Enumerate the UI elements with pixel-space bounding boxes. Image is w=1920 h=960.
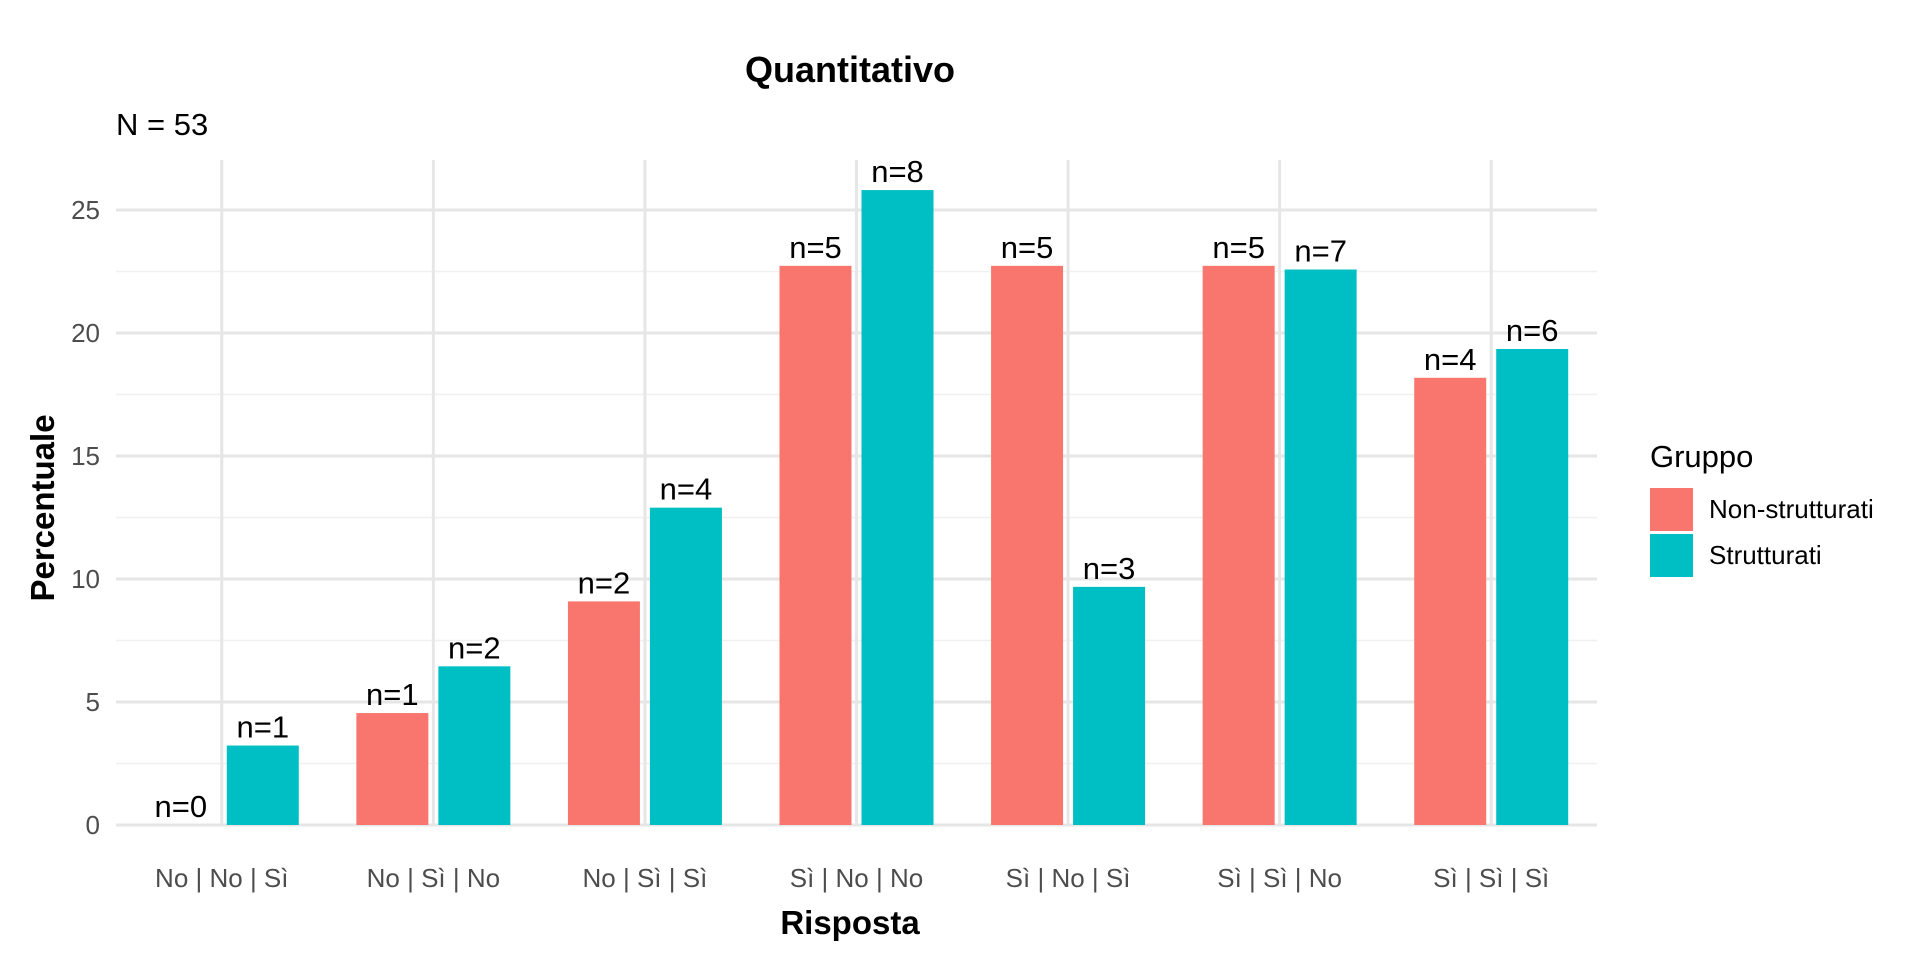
bar [991,265,1064,825]
x-axis-title: Risposta [780,904,920,941]
bar-label: n=2 [448,630,501,665]
bar-label: n=5 [789,230,842,265]
x-axis-ticks: No | No | Sì No | Sì | No No | Sì | Sì Sì |… [155,863,1549,893]
bar [779,265,852,825]
bar [861,190,934,826]
y-tick-label: 25 [71,195,100,225]
bar [649,507,722,825]
chart-title: Quantitativo [745,49,955,90]
legend-title: Gruppo [1650,439,1753,474]
bar-label: n=1 [236,710,289,745]
x-tick-label: Sì | No | Sì [1006,863,1131,893]
bar [1284,269,1357,826]
bar-label: n=3 [1083,551,1136,586]
bar-label: n=0 [154,789,207,824]
bar-label: n=7 [1294,234,1347,269]
x-tick-label: Sì | Sì | Sì [1433,863,1549,893]
bars [226,190,1569,826]
y-axis-title: Percentuale [24,414,61,601]
bar-label: n=5 [1001,230,1054,265]
x-tick-label: Sì | Sì | No [1217,863,1342,893]
bar-label: n=4 [1424,342,1477,377]
bar [1414,377,1487,825]
bar [226,745,299,825]
x-tick-label: No | Sì | No [367,863,500,893]
bar [356,713,429,825]
y-tick-label: 10 [71,564,100,594]
bar [438,666,511,825]
bar-label: n=4 [660,472,713,507]
legend-label: Non-strutturati [1709,494,1874,524]
chart-subtitle: N = 53 [116,107,208,142]
legend-key [1650,488,1693,531]
bar [1202,265,1275,825]
y-tick-label: 20 [71,318,100,348]
y-tick-label: 0 [86,810,100,840]
data-labels: n=0 n=1 n=2 n=5 n=5 n=5 n=4 n=1 n=2 n=4 n=8 n=3 n=7 n… [154,154,1558,824]
bar-label: n=8 [871,154,924,189]
bar-label: n=2 [578,565,631,600]
gridlines [116,160,1597,827]
legend: Gruppo Non-strutturati Strutturati [1650,439,1874,577]
bar [1073,586,1146,825]
bar [567,601,640,825]
x-tick-label: No | No | Sì [155,863,288,893]
bar-label: n=1 [366,677,419,712]
x-tick-label: No | Sì | Sì [583,863,708,893]
y-tick-label: 15 [71,441,100,471]
y-tick-label: 5 [86,687,100,717]
legend-label: Strutturati [1709,540,1822,570]
y-axis-ticks: 0 5 10 15 20 25 [71,195,100,840]
bar [1496,348,1569,825]
bar-label: n=5 [1212,230,1265,265]
bar-label: n=6 [1506,313,1559,348]
x-tick-label: Sì | No | No [790,863,923,893]
legend-key [1650,534,1693,577]
